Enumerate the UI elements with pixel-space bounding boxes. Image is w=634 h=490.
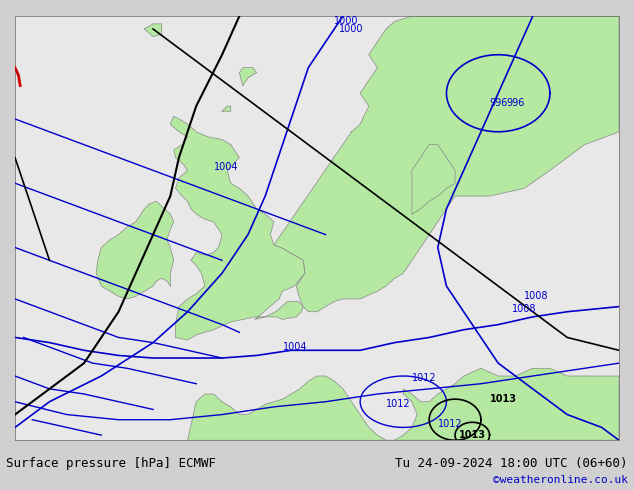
Polygon shape: [274, 16, 619, 312]
Text: 1012: 1012: [412, 373, 437, 383]
Text: 996: 996: [507, 98, 525, 108]
Text: 1004: 1004: [214, 162, 238, 172]
Text: ©weatheronline.co.uk: ©weatheronline.co.uk: [493, 475, 628, 485]
Text: 1000: 1000: [339, 24, 364, 34]
Text: 1013: 1013: [489, 394, 517, 404]
Polygon shape: [188, 368, 619, 441]
Polygon shape: [222, 106, 231, 111]
Text: 1013: 1013: [459, 430, 486, 440]
Polygon shape: [240, 68, 257, 86]
Text: 1012: 1012: [438, 419, 462, 429]
Text: 1000: 1000: [334, 16, 359, 26]
Text: 1004: 1004: [283, 343, 307, 352]
Polygon shape: [412, 145, 455, 214]
Polygon shape: [96, 201, 174, 299]
Text: 996: 996: [489, 98, 508, 108]
Text: 1012: 1012: [386, 399, 411, 409]
Text: 1008: 1008: [524, 291, 548, 301]
Text: 1008: 1008: [512, 304, 536, 314]
Text: Surface pressure [hPa] ECMWF: Surface pressure [hPa] ECMWF: [6, 457, 216, 470]
Text: Tu 24-09-2024 18:00 UTC (06+60): Tu 24-09-2024 18:00 UTC (06+60): [395, 457, 628, 470]
Polygon shape: [145, 24, 162, 37]
Polygon shape: [101, 441, 619, 490]
Polygon shape: [171, 117, 305, 340]
